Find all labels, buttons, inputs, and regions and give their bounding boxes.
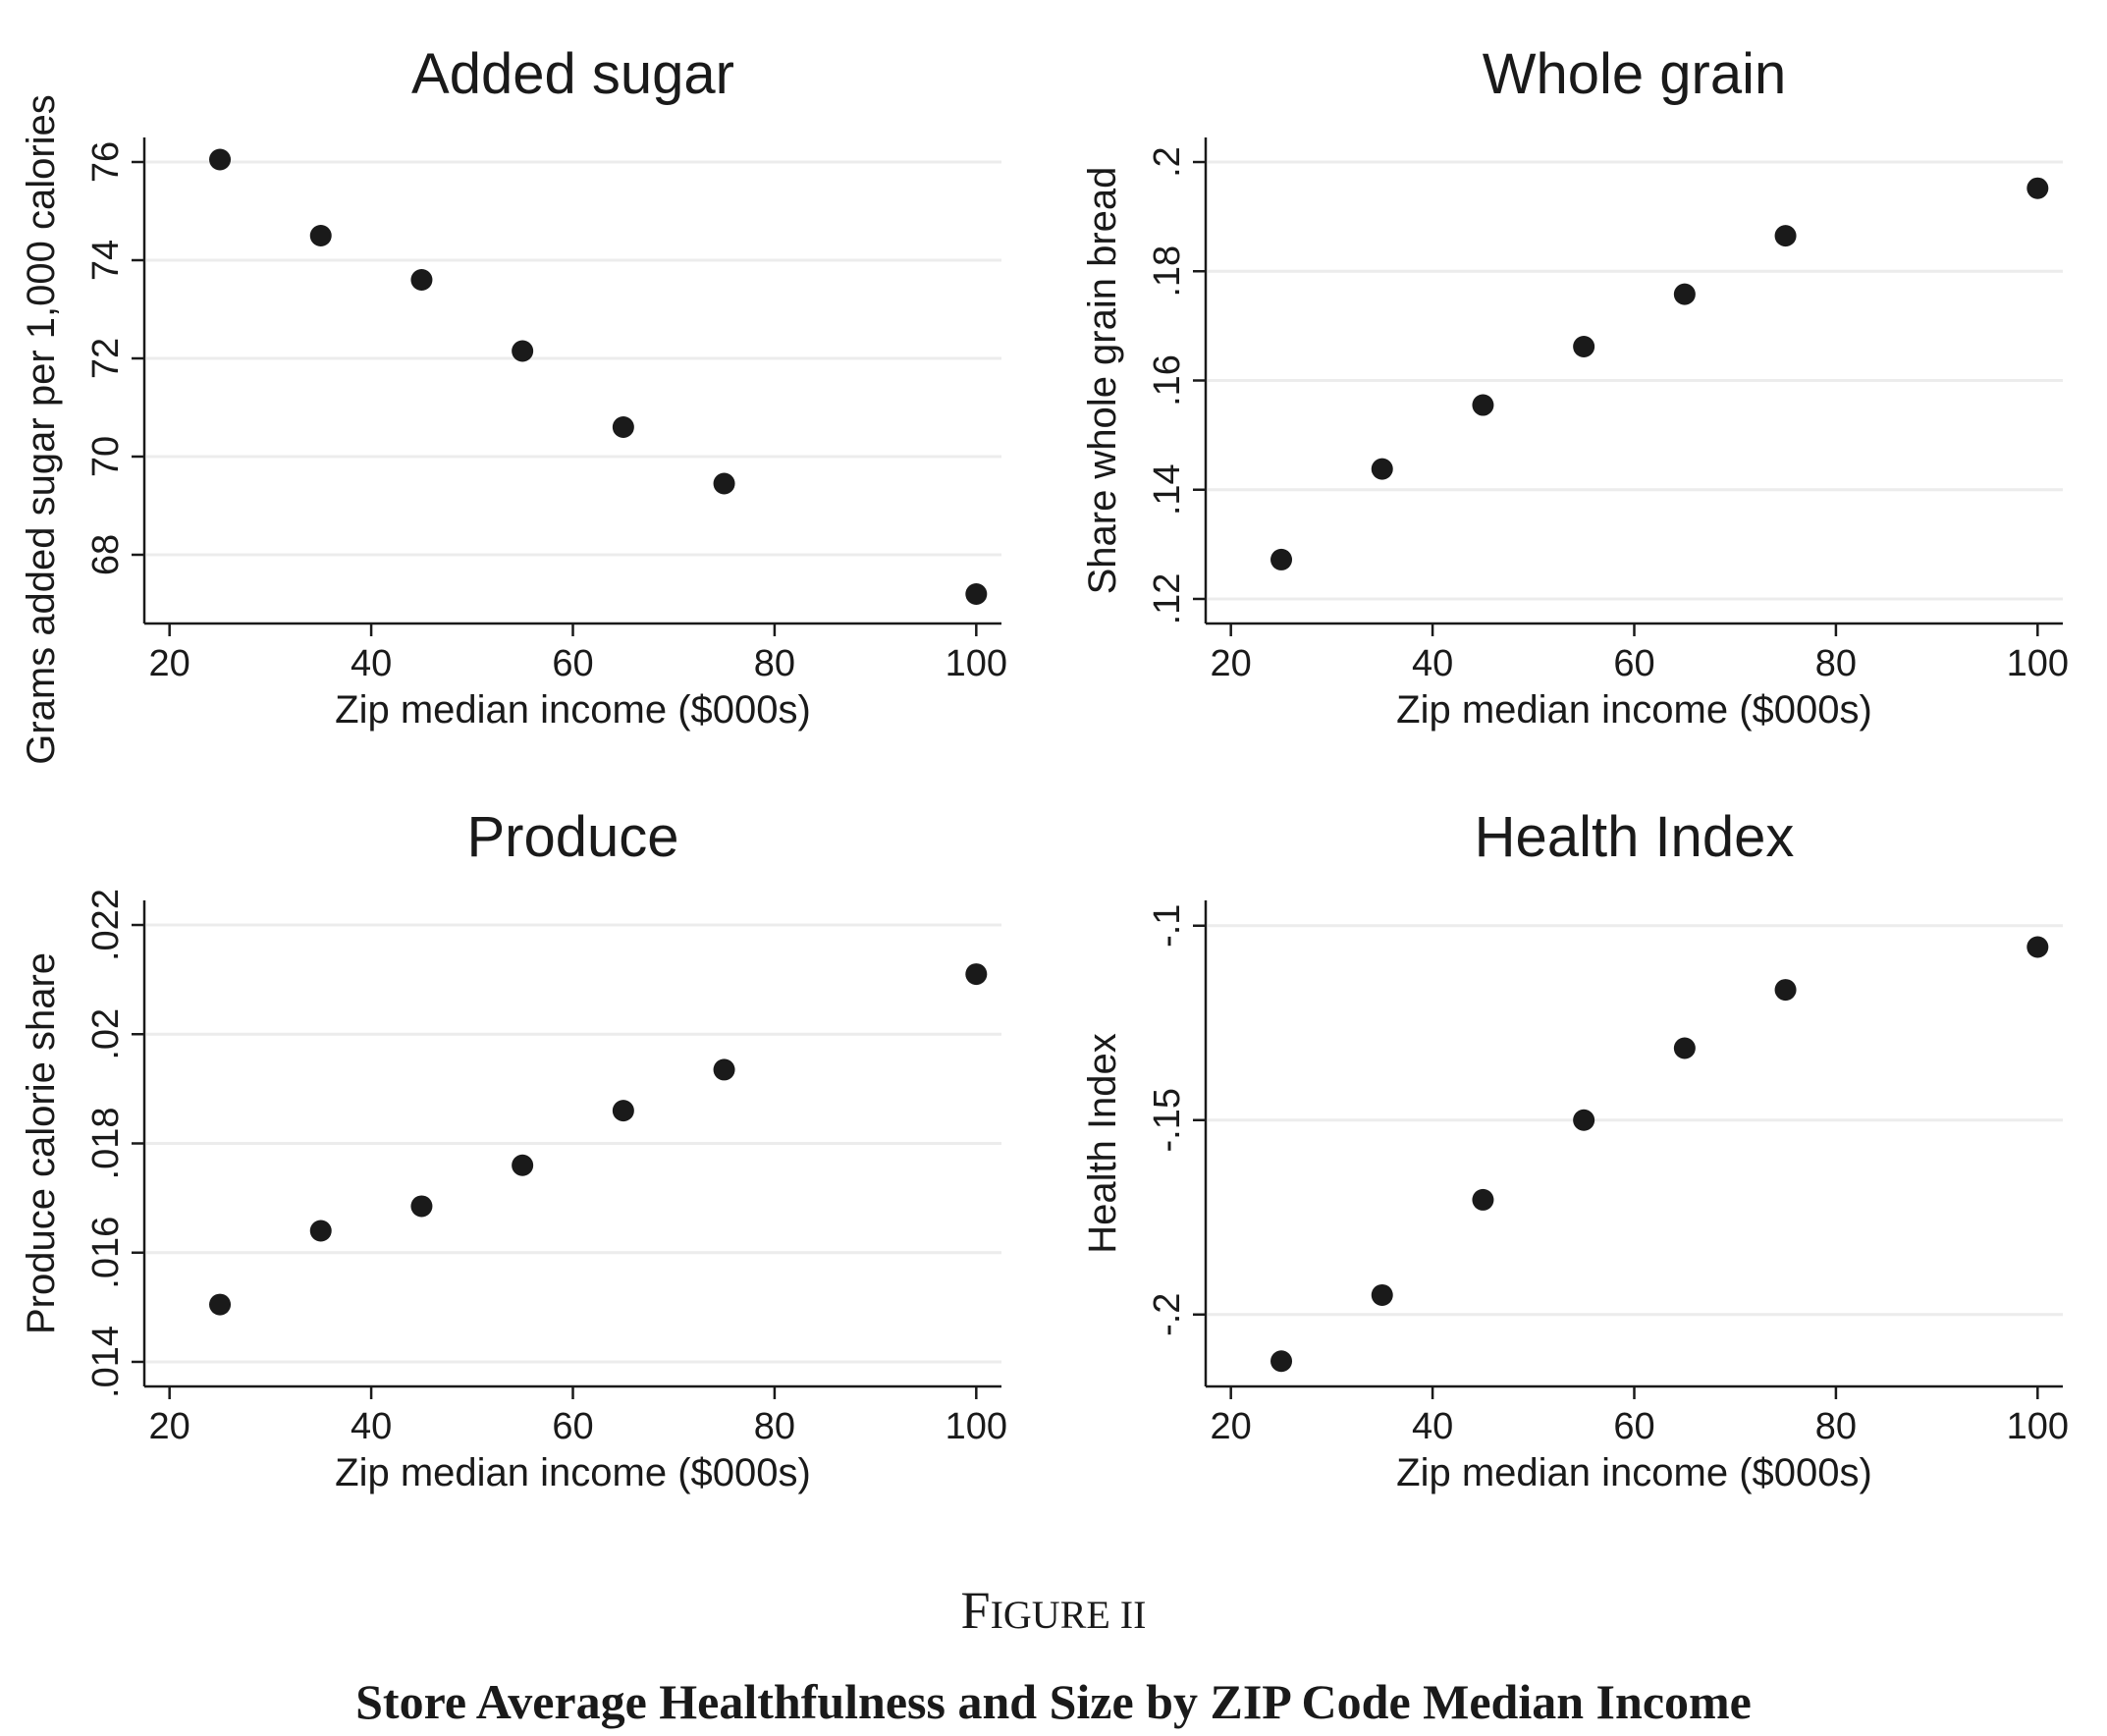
whole-grain-data-point xyxy=(1270,548,1293,570)
figure-caption: Store Average Healthfulness and Size by … xyxy=(355,1674,1752,1729)
added-sugar-x-tick-label: 40 xyxy=(351,643,392,684)
whole-grain-data-point xyxy=(1472,394,1494,416)
health-index-x-tick-label: 20 xyxy=(1211,1406,1252,1447)
produce-y-tick-label: .018 xyxy=(85,1108,127,1180)
produce-data-point xyxy=(512,1154,534,1176)
whole-grain-x-tick-label: 60 xyxy=(1613,643,1654,684)
produce-data-point xyxy=(410,1195,433,1218)
added-sugar-y-tick-label: 70 xyxy=(85,436,127,477)
added-sugar-data-point xyxy=(713,472,735,495)
whole-grain-y-tick-label: .18 xyxy=(1147,245,1188,298)
added-sugar-data-point xyxy=(410,269,433,291)
produce-y-tick-label: .02 xyxy=(85,1008,127,1060)
whole-grain-x-tick-label: 20 xyxy=(1211,643,1252,684)
whole-grain-title: Whole grain xyxy=(1483,42,1786,106)
whole-grain-data-point xyxy=(1371,458,1393,480)
produce-y-tick-label: .022 xyxy=(85,889,127,961)
whole-grain-data-point xyxy=(1673,283,1696,305)
whole-grain-y-tick-label: .16 xyxy=(1147,354,1188,407)
added-sugar-y-tick-label: 72 xyxy=(85,338,127,379)
added-sugar-title: Added sugar xyxy=(411,42,734,106)
health-index-y-tick-label: -.1 xyxy=(1147,904,1188,948)
added-sugar-data-point xyxy=(309,225,332,246)
health-index-data-point xyxy=(1472,1188,1494,1211)
health-index-x-tick-label: 100 xyxy=(2007,1406,2069,1447)
health-index-y-tick-label: -.2 xyxy=(1147,1293,1188,1336)
figure-label-rest: IGURE II xyxy=(991,1593,1147,1637)
produce-x-tick-label: 20 xyxy=(149,1406,190,1447)
whole-grain-x-axis-label: Zip median income ($000s) xyxy=(1396,688,1872,732)
added-sugar-panel: Added sugar 20 40 60 80 100 68 70 72 74 76 Zip medi… xyxy=(20,42,1007,765)
added-sugar-data-point xyxy=(512,340,534,362)
health-index-y-tick-label: -.15 xyxy=(1147,1088,1188,1152)
health-index-x-tick-label: 60 xyxy=(1613,1406,1654,1447)
whole-grain-y-tick-label: .2 xyxy=(1147,146,1188,178)
added-sugar-x-tick-label: 60 xyxy=(552,643,593,684)
added-sugar-y-tick-label: 68 xyxy=(85,534,127,575)
produce-data-point xyxy=(965,963,988,986)
added-sugar-x-axis-label: Zip median income ($000s) xyxy=(335,688,811,732)
added-sugar-y-tick-label: 76 xyxy=(85,141,127,183)
health-index-data-point xyxy=(2026,936,2049,958)
produce-x-tick-label: 60 xyxy=(552,1406,593,1447)
health-index-x-axis-label: Zip median income ($000s) xyxy=(1396,1451,1872,1494)
health-index-title: Health Index xyxy=(1475,805,1795,869)
produce-data-point xyxy=(309,1220,332,1242)
health-index-data-point xyxy=(1774,979,1797,1002)
health-index-data-point xyxy=(1270,1350,1293,1373)
added-sugar-data-point xyxy=(965,583,988,605)
whole-grain-data-point xyxy=(1774,225,1797,247)
whole-grain-x-tick-label: 80 xyxy=(1815,643,1857,684)
produce-data-point xyxy=(209,1293,232,1316)
health-index-data-point xyxy=(1371,1283,1393,1306)
produce-y-tick-label: .014 xyxy=(85,1326,127,1398)
produce-y-axis-label: Produce calorie share xyxy=(20,952,63,1334)
health-index-y-axis-label: Health Index xyxy=(1081,1033,1124,1254)
produce-panel: Produce 20 40 60 80 100 .014 .016 .018 .02 .022 Zip… xyxy=(20,805,1007,1494)
produce-x-axis-label: Zip median income ($000s) xyxy=(335,1451,811,1494)
whole-grain-data-point xyxy=(1573,336,1595,358)
added-sugar-x-tick-label: 80 xyxy=(754,643,795,684)
produce-data-point xyxy=(713,1058,735,1081)
produce-data-point xyxy=(612,1100,634,1122)
produce-title: Produce xyxy=(466,805,678,869)
whole-grain-x-tick-label: 40 xyxy=(1412,643,1453,684)
whole-grain-y-tick-label: .12 xyxy=(1147,573,1188,625)
whole-grain-x-tick-label: 100 xyxy=(2007,643,2069,684)
whole-grain-data-point xyxy=(2026,177,2049,199)
added-sugar-x-tick-label: 100 xyxy=(945,643,1007,684)
health-index-data-point xyxy=(1673,1037,1696,1059)
added-sugar-data-point xyxy=(612,416,634,438)
whole-grain-y-tick-label: .14 xyxy=(1147,463,1188,515)
added-sugar-y-tick-label: 74 xyxy=(85,240,127,281)
health-index-data-point xyxy=(1573,1109,1595,1131)
health-index-x-tick-label: 80 xyxy=(1815,1406,1857,1447)
added-sugar-data-point xyxy=(209,148,232,171)
produce-x-tick-label: 80 xyxy=(754,1406,795,1447)
whole-grain-y-axis-label: Share whole grain bread xyxy=(1081,167,1124,595)
produce-x-tick-label: 100 xyxy=(945,1406,1007,1447)
whole-grain-panel: Whole grain 20 40 60 80 100 .12 .14 .16 .18 .2 Zip … xyxy=(1081,42,2069,732)
figure-label: FIGURE II xyxy=(961,1581,1147,1640)
chart-panels: Added sugar 20 40 60 80 100 68 70 72 74 76 Zip medi… xyxy=(20,42,2069,1494)
added-sugar-x-tick-label: 20 xyxy=(149,643,190,684)
health-index-panel: Health Index 20 40 60 80 100 -.2 -.15 -.1 Zip med… xyxy=(1081,805,2069,1494)
health-index-x-tick-label: 40 xyxy=(1412,1406,1453,1447)
produce-y-tick-label: .016 xyxy=(85,1217,127,1289)
produce-x-tick-label: 40 xyxy=(351,1406,392,1447)
figure-label-initial: F xyxy=(961,1581,991,1640)
added-sugar-y-axis-label: Grams added sugar per 1,000 calories xyxy=(20,94,63,765)
